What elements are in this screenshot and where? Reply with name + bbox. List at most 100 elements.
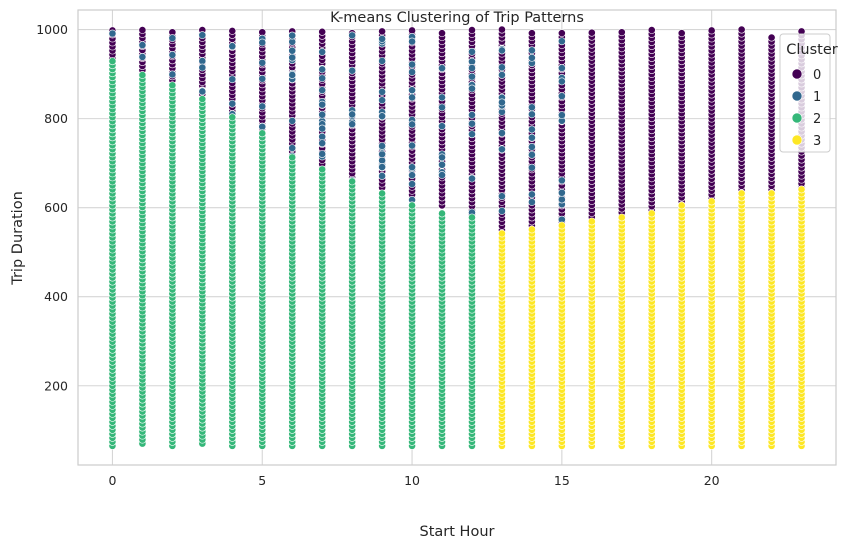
data-point [617, 28, 626, 37]
data-point [468, 47, 476, 56]
data-point [797, 185, 806, 194]
data-point [348, 120, 357, 129]
data-point [557, 37, 566, 46]
y-tick-label: 400 [44, 289, 68, 304]
data-point [528, 46, 536, 55]
y-tick-label: 1000 [36, 22, 68, 37]
x-tick-label: 0 [108, 473, 116, 488]
data-point [498, 98, 506, 107]
data-point [378, 34, 386, 43]
legend-box [779, 33, 831, 153]
data-point [677, 201, 686, 210]
data-point [408, 68, 416, 76]
data-point [288, 116, 297, 125]
data-point [557, 64, 566, 72]
data-point [617, 213, 626, 222]
data-point [557, 77, 566, 86]
data-point [528, 125, 536, 134]
data-point [258, 102, 267, 111]
data-point [528, 198, 536, 206]
data-point [318, 132, 327, 141]
data-point [288, 71, 297, 79]
data-point [438, 29, 446, 38]
data-point [647, 26, 656, 34]
data-point [318, 74, 327, 83]
data-point [528, 225, 536, 234]
data-point [557, 188, 566, 197]
data-point [198, 87, 207, 96]
series-3 [498, 185, 806, 450]
data-point [528, 133, 536, 142]
data-point [498, 207, 506, 215]
data-point [587, 28, 596, 37]
data-point [198, 57, 207, 65]
data-point [498, 46, 506, 55]
x-tick-label: 5 [258, 473, 266, 488]
data-point [318, 124, 327, 133]
data-point [767, 33, 776, 42]
data-point [438, 209, 446, 218]
data-point [468, 119, 476, 128]
data-point [438, 122, 446, 131]
data-point [348, 31, 357, 40]
data-point [438, 160, 446, 169]
data-point [438, 64, 446, 73]
data-point [258, 129, 267, 138]
y-tick-label: 200 [44, 378, 68, 393]
data-point [528, 103, 536, 112]
data-point [528, 110, 536, 119]
data-point [408, 141, 416, 150]
data-point [258, 122, 267, 131]
data-point [318, 48, 327, 56]
data-point [138, 71, 147, 79]
data-point [557, 92, 566, 101]
data-point [468, 130, 476, 139]
data-point [468, 72, 476, 81]
plot-frame [77, 9, 837, 466]
legend-marker [791, 134, 803, 146]
data-point [348, 110, 357, 119]
data-point [438, 93, 446, 102]
data-point [378, 172, 386, 180]
legend-marker [791, 90, 803, 102]
data-point [318, 100, 327, 109]
data-point [438, 103, 446, 112]
data-point [228, 75, 237, 84]
plot-background [78, 10, 836, 465]
data-point [318, 27, 327, 36]
data-point [378, 96, 386, 105]
data-point [677, 29, 686, 38]
series-2 [108, 57, 476, 450]
data-point [378, 189, 386, 198]
data-point [318, 110, 327, 119]
data-point [378, 112, 386, 121]
data-point [228, 27, 237, 35]
y-tick-labels: 200 400 600 800 1000 [36, 22, 68, 393]
legend: Cluster 0 1 2 3 [779, 33, 838, 153]
data-point [498, 71, 506, 79]
legend-title: Cluster [786, 42, 838, 58]
data-point [557, 221, 566, 230]
legend-marker [791, 68, 803, 80]
data-point [498, 145, 506, 154]
data-point [468, 64, 476, 72]
data-point [348, 66, 357, 75]
data-point [168, 70, 177, 79]
data-point [318, 86, 327, 95]
data-point [378, 27, 386, 36]
data-point [288, 46, 297, 55]
data-point [408, 120, 416, 129]
data-point [468, 26, 476, 34]
data-point [138, 41, 147, 50]
data-point [108, 29, 117, 38]
x-tick-labels: 0 5 10 15 20 [108, 473, 719, 488]
x-tick-label: 15 [554, 473, 570, 488]
data-point [288, 31, 297, 40]
legend-entry: 1 [813, 90, 821, 105]
data-point [468, 84, 476, 93]
data-point [767, 189, 776, 198]
data-point [348, 177, 357, 186]
data-point [408, 163, 416, 172]
data-point [737, 189, 746, 198]
